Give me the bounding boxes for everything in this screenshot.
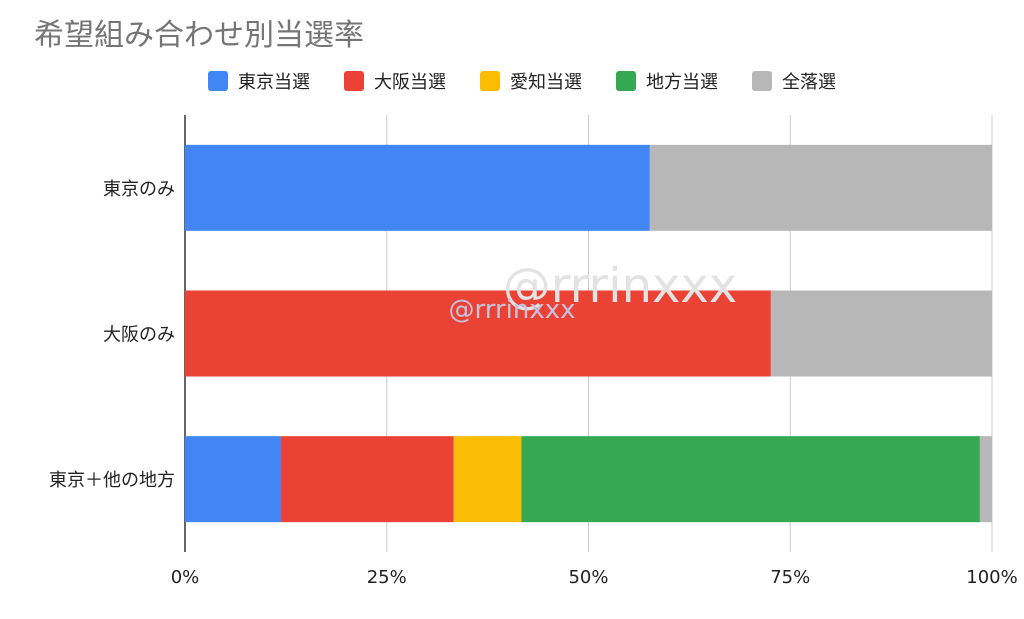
legend-item: 大阪当選: [344, 68, 446, 94]
x-tick-label: 50%: [568, 567, 608, 588]
bar-segment: [281, 436, 454, 523]
category-label: 東京のみ: [103, 179, 175, 200]
legend-swatch: [480, 71, 500, 91]
bar-segment: [770, 290, 992, 377]
legend-label: 地方当選: [646, 72, 718, 93]
bar-segment: [649, 144, 992, 231]
watermark: @rrrinxxx: [503, 258, 738, 314]
category-label: 東京＋他の地方: [49, 470, 175, 491]
x-tick-label: 75%: [770, 567, 810, 588]
watermark: @rrrinxxx: [448, 295, 575, 325]
x-tick-label: 0%: [171, 567, 200, 588]
bar-segment: [185, 436, 282, 523]
legend-label: 全落選: [782, 72, 836, 93]
legend-label: 東京当選: [238, 72, 310, 93]
bar-segment: [979, 436, 992, 523]
legend-item: 地方当選: [616, 68, 718, 94]
legend-item: 東京当選: [208, 68, 310, 94]
legend-swatch: [752, 71, 772, 91]
x-tick-label: 25%: [367, 567, 407, 588]
legend-item: 全落選: [752, 68, 836, 94]
legend: 東京当選 大阪当選 愛知当選 地方当選 全落選: [0, 66, 1024, 96]
legend-item: 愛知当選: [480, 68, 582, 94]
chart-title: 希望組み合わせ別当選率: [34, 18, 364, 53]
legend-swatch: [344, 71, 364, 91]
category-label: 大阪のみ: [103, 325, 175, 346]
legend-label: 愛知当選: [510, 72, 582, 93]
bar-segment: [521, 436, 980, 523]
legend-label: 大阪当選: [374, 72, 446, 93]
bar-segment: [453, 436, 522, 523]
bar-segment: [185, 290, 771, 377]
legend-swatch: [616, 71, 636, 91]
x-tick-label: 100%: [966, 567, 1017, 588]
bar-segment: [185, 144, 650, 231]
legend-swatch: [208, 71, 228, 91]
